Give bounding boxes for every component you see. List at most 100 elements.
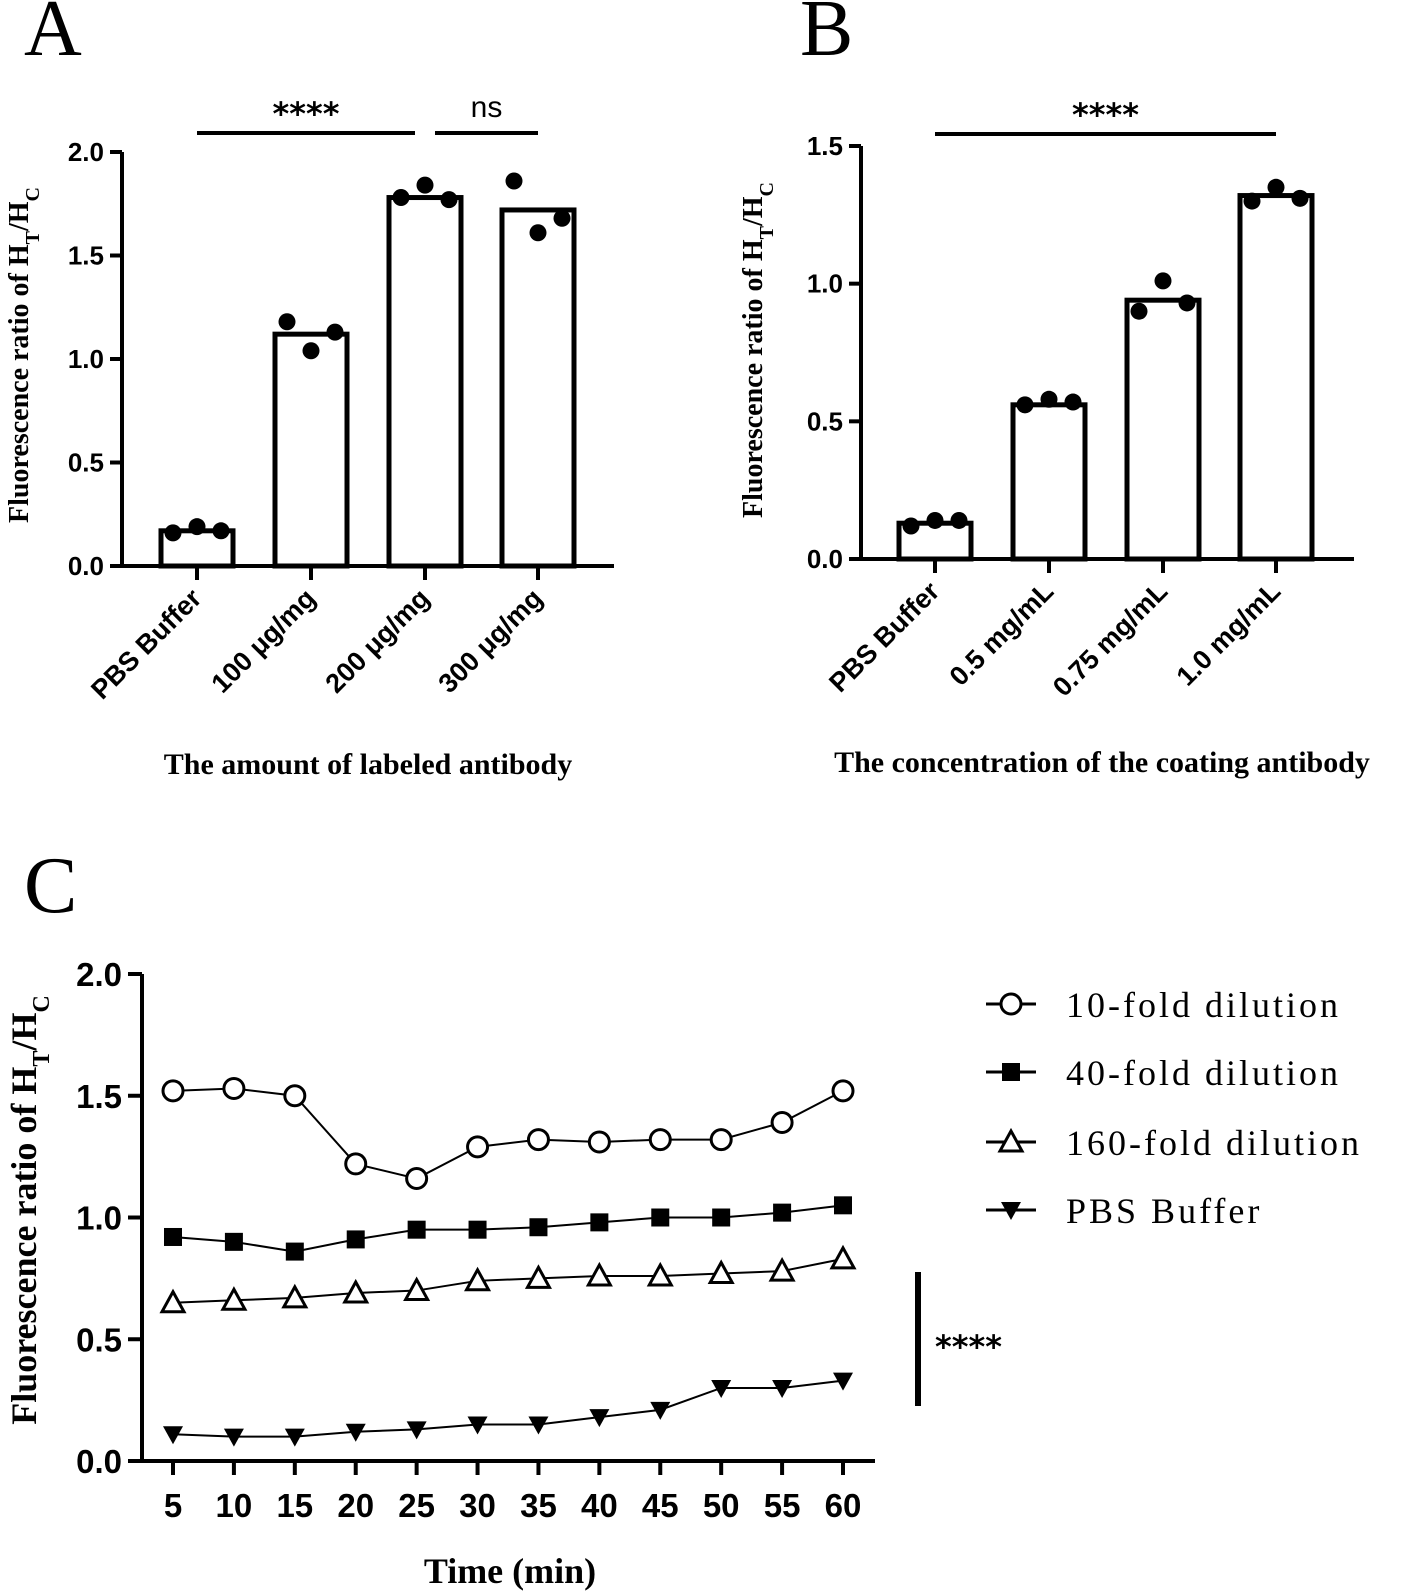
panel-a-xlabel: The amount of labeled antibody bbox=[164, 748, 572, 781]
c-xtick-label: 50 bbox=[703, 1487, 740, 1524]
a-data-point bbox=[278, 313, 296, 331]
c-data-point bbox=[163, 1426, 183, 1445]
panel-b-points bbox=[902, 178, 1309, 535]
a-significance-label: **** bbox=[273, 95, 340, 133]
c-series-line bbox=[172, 1379, 844, 1438]
c-series-line bbox=[172, 1204, 844, 1253]
c-data-point bbox=[342, 1278, 370, 1304]
c-data-point bbox=[709, 1128, 733, 1152]
a-data-point bbox=[505, 172, 523, 190]
b-bar bbox=[1124, 297, 1202, 562]
b-significance-label: **** bbox=[1072, 96, 1139, 134]
c-data-point bbox=[768, 1256, 796, 1282]
b-category-label: 1.0 mg/mL bbox=[1171, 576, 1287, 692]
panel-b-ylabel-sep: /H bbox=[738, 196, 769, 227]
c-legend-marker bbox=[999, 992, 1023, 1016]
c-xtick-label: 35 bbox=[520, 1487, 557, 1524]
c-data-point bbox=[223, 1428, 244, 1447]
c-data-point bbox=[589, 1409, 610, 1428]
panel-c-significance-label: **** bbox=[935, 1328, 1002, 1366]
c-data-point bbox=[403, 1276, 431, 1302]
c-legend-label: 10-fold dilution bbox=[1066, 985, 1341, 1025]
panel-c-chart: 0.00.51.01.52.0 5 10 15 20 25 30 35 40 45 50 55 60 … bbox=[4, 956, 1362, 1591]
c-data-point bbox=[707, 1259, 735, 1285]
c-data-point bbox=[646, 1261, 674, 1287]
c-xtick-label: 55 bbox=[764, 1487, 801, 1524]
c-data-point bbox=[161, 1079, 185, 1103]
c-ytick-label: 1.0 bbox=[76, 1200, 122, 1237]
c-data-point bbox=[284, 1428, 305, 1447]
b-data-point bbox=[1064, 393, 1082, 411]
c-xtick-label: 30 bbox=[459, 1487, 496, 1524]
b-ytick-label: 1.5 bbox=[807, 131, 843, 161]
a-data-point bbox=[553, 209, 571, 227]
a-bar bbox=[499, 207, 577, 569]
c-xtick-label: 15 bbox=[276, 1487, 313, 1524]
a-data-point bbox=[164, 524, 182, 542]
c-xtick-label: 20 bbox=[337, 1487, 374, 1524]
b-data-point bbox=[950, 511, 968, 529]
c-data-point bbox=[831, 1079, 855, 1103]
a-category-label: 100 μg/mg bbox=[206, 583, 322, 699]
c-ytick-label: 0.5 bbox=[76, 1321, 122, 1358]
b-data-point bbox=[1267, 178, 1285, 196]
c-data-point bbox=[407, 1220, 426, 1239]
b-data-point bbox=[902, 517, 920, 535]
a-data-point bbox=[212, 522, 230, 540]
a-significance-label: ns bbox=[471, 91, 503, 124]
panel-a-letter: A bbox=[24, 0, 82, 73]
b-ytick-label: 1.0 bbox=[807, 269, 843, 299]
c-ytick-label: 0.0 bbox=[76, 1443, 122, 1480]
panel-b-ylabel-main: Fluorescence ratio of H bbox=[738, 239, 769, 518]
b-data-point bbox=[1178, 294, 1196, 312]
a-ytick-label: 1.0 bbox=[68, 344, 104, 374]
c-data-point bbox=[406, 1421, 427, 1440]
c-data-point bbox=[222, 1076, 246, 1100]
a-bar bbox=[272, 331, 350, 569]
a-ytick-label: 1.5 bbox=[68, 241, 104, 271]
b-category-label: PBS Buffer bbox=[823, 576, 945, 698]
c-data-point bbox=[650, 1401, 671, 1420]
panel-a-ylabel-main: Fluorescence ratio of H bbox=[4, 244, 35, 523]
b-data-point bbox=[1016, 396, 1034, 414]
c-data-point bbox=[833, 1372, 853, 1391]
a-data-point bbox=[302, 342, 320, 360]
b-bar bbox=[1237, 193, 1315, 562]
b-data-point bbox=[1243, 192, 1261, 210]
c-data-point bbox=[651, 1208, 670, 1227]
panel-b-xlabel: The concentration of the coating antibod… bbox=[834, 746, 1370, 779]
c-data-point bbox=[590, 1213, 609, 1232]
c-data-point bbox=[164, 1227, 182, 1246]
c-xtick-label: 40 bbox=[581, 1487, 618, 1524]
a-data-point bbox=[392, 189, 410, 207]
panel-a-ylabel-sub2: C bbox=[22, 187, 44, 201]
c-legend-label: 160-fold dilution bbox=[1066, 1123, 1362, 1163]
c-data-point bbox=[159, 1288, 187, 1314]
c-data-point bbox=[770, 1111, 794, 1135]
c-data-point bbox=[587, 1130, 611, 1154]
panel-c-legend: 10-fold dilution 40-fold dilution 160-fold… bbox=[986, 985, 1362, 1231]
panel-c-xlabel: Time (min) bbox=[424, 1551, 596, 1591]
a-data-point bbox=[440, 191, 458, 209]
b-ytick-label: 0.5 bbox=[807, 406, 843, 436]
c-data-point bbox=[281, 1283, 309, 1309]
c-data-point bbox=[834, 1196, 852, 1215]
c-legend-label: PBS Buffer bbox=[1066, 1191, 1262, 1231]
panel-b-ylabel: Fluorescence ratio of HT/HC bbox=[738, 182, 778, 518]
c-legend-label: 40-fold dilution bbox=[1066, 1053, 1341, 1093]
c-xtick-label: 25 bbox=[398, 1487, 435, 1524]
c-legend-marker bbox=[1002, 1063, 1020, 1081]
a-category-label: PBS Buffer bbox=[85, 583, 207, 705]
c-legend-marker bbox=[1001, 1202, 1021, 1220]
panel-a-ylabel-sub1: T bbox=[22, 230, 44, 244]
a-bar bbox=[386, 195, 464, 569]
c-data-point bbox=[285, 1242, 304, 1261]
panel-c-yticks: 0.0 0.5 1.0 1.5 2.0 bbox=[76, 956, 142, 1480]
panel-c-xticks: 5 10 15 20 25 30 35 40 45 50 55 60 bbox=[164, 1461, 861, 1524]
panel-a-yticks: 0.0 0.5 1.0 1.5 2.0 bbox=[68, 137, 122, 581]
